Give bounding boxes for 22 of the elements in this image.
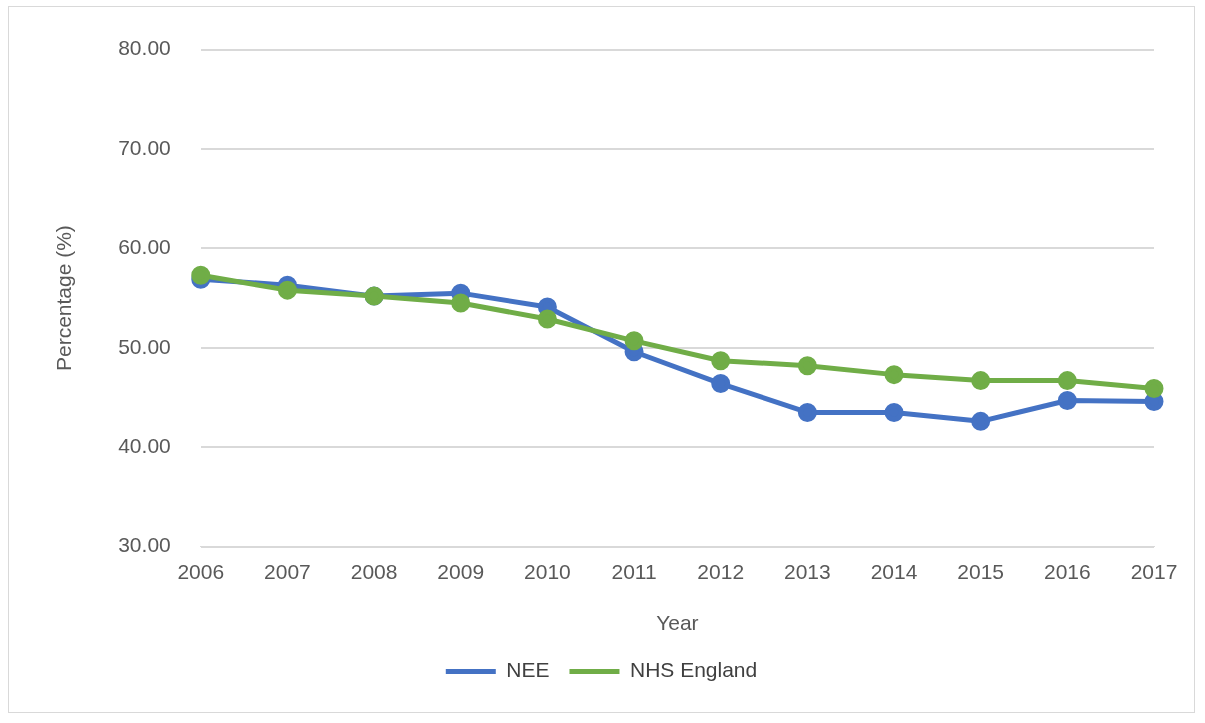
x-tick-label: 2014 xyxy=(870,560,918,583)
x-tick-label: 2016 xyxy=(1043,560,1091,583)
legend-label: NHS England xyxy=(629,658,758,682)
x-tick-label: 2011 xyxy=(611,560,657,583)
x-tick-label: 2010 xyxy=(524,560,571,583)
y-tick-label: 40.00 xyxy=(118,434,171,457)
y-tick-label: 30.00 xyxy=(118,533,171,557)
x-tick-label: 2013 xyxy=(784,560,831,583)
y-axis-title: Percentage (%) xyxy=(52,225,76,372)
x-axis-title: Year xyxy=(656,611,699,635)
x-tick-label: 2009 xyxy=(437,560,485,583)
y-tick-label: 80.00 xyxy=(118,36,171,60)
x-tick-label: 2017 xyxy=(1130,560,1178,583)
legend-label: NEE xyxy=(506,658,550,682)
x-tick-label: 2015 xyxy=(957,560,1005,583)
x-tick-label: 2006 xyxy=(177,560,225,583)
x-tick-label: 2007 xyxy=(264,560,311,583)
y-tick-label: 70.00 xyxy=(118,135,171,159)
x-tick-label: 2012 xyxy=(697,560,745,583)
x-tick-label: 2008 xyxy=(350,560,398,583)
y-tick-label: 50.00 xyxy=(118,334,171,358)
y-tick-label: 60.00 xyxy=(118,235,171,259)
